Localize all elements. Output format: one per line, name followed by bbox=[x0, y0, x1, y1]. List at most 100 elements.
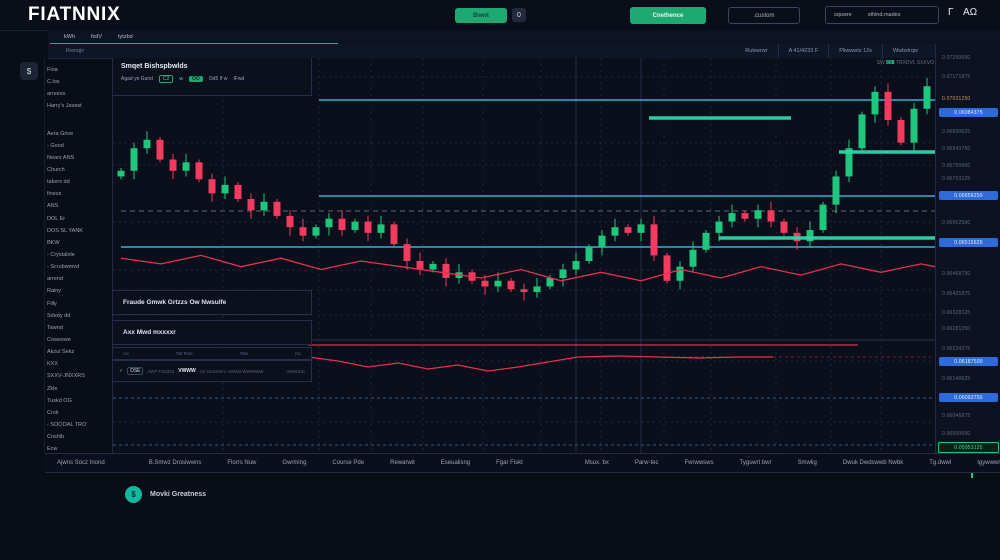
sidebar-item[interactable]: - Scrubwmvd bbox=[47, 264, 80, 271]
tab-2[interactable]: fzdV bbox=[91, 34, 103, 40]
source-label[interactable]: squwre bbox=[834, 12, 852, 18]
sidebar-item[interactable]: Church bbox=[47, 167, 65, 174]
row-right-value: nWWXSr bbox=[286, 368, 306, 374]
time-axis-label: Fwrwwsws bbox=[684, 460, 714, 466]
candle-up bbox=[312, 227, 320, 236]
sidebar-item[interactable]: BKW bbox=[47, 239, 60, 246]
sidebar-item[interactable]: DOL Er bbox=[47, 215, 66, 222]
sidebar-item[interactable]: Tuskd OG bbox=[47, 397, 72, 404]
chart-meta-item[interactable]: Wwbslrqw bbox=[881, 44, 928, 58]
sidebar-item[interactable]: ANS bbox=[47, 203, 59, 210]
chart-toolbar: Agad ye Gund C2 w OO Od5 If w IFwd bbox=[121, 75, 303, 83]
connect-button[interactable]: Cnethence bbox=[630, 7, 706, 24]
sidebar-item[interactable]: SXXV-JNXXRS bbox=[47, 373, 85, 380]
candle-down bbox=[520, 289, 528, 293]
time-axis-label: Florrs Nuw bbox=[227, 460, 257, 466]
sidebar-item[interactable]: Harry's Javest bbox=[47, 103, 82, 110]
time-axis-label: Fgar Fiskt bbox=[496, 460, 523, 466]
legend-table-header: rxx 7W Rxxr 7Wx rxx bbox=[113, 347, 312, 360]
legend-panel-2: Axx Mwd mxxxxr bbox=[113, 320, 312, 345]
toolbar-label: Agad ye Gund bbox=[121, 76, 153, 82]
candle-down bbox=[481, 280, 489, 287]
primary-action-button[interactable]: Bwwt bbox=[455, 8, 507, 23]
breadcrumb-bar: Rwnqjn Ruteerwr A 41/4233 F Pliwwwts 12s Ww… bbox=[48, 44, 1000, 59]
legend-1-text: Fraude Gmwk Grtzzs Ow Nwsulfe bbox=[123, 299, 227, 306]
wallet-icon[interactable]: $ bbox=[20, 62, 38, 80]
sidebar-item[interactable]: arrend bbox=[47, 276, 63, 283]
sidebar-item[interactable]: C.los bbox=[47, 79, 60, 86]
candle-down bbox=[884, 91, 892, 121]
sidebar-item[interactable]: Cnshlb bbox=[47, 434, 65, 441]
price-label: 0.06562500 bbox=[942, 220, 971, 226]
sidebar-item[interactable]: Akzul Sekz bbox=[47, 349, 75, 356]
sidebar-item[interactable]: Zkle bbox=[47, 385, 58, 392]
candle-down bbox=[780, 221, 788, 233]
sidebar-item[interactable]: Filly bbox=[47, 300, 57, 307]
range-label[interactable]: Od5 If w bbox=[208, 76, 228, 82]
sidebar-item[interactable]: - Crystalnle bbox=[47, 252, 75, 259]
language-icon[interactable]: AΩ bbox=[963, 7, 978, 18]
candle-up bbox=[325, 218, 333, 228]
chart-meta-items: Ruteerwr A 41/4233 F Pliwwwts 12s Wwbslrqw bbox=[735, 44, 928, 58]
sidebar-item[interactable]: Rainy bbox=[47, 288, 62, 295]
end-label[interactable]: IFwd bbox=[233, 76, 245, 82]
candle-up bbox=[533, 286, 541, 293]
price-label: 0.06328125 bbox=[942, 310, 971, 316]
candle-down bbox=[624, 227, 632, 233]
time-axis-label: B.Smwz Drosiwwns bbox=[148, 460, 202, 466]
sidebar-item[interactable]: KXX bbox=[47, 361, 59, 368]
sidebar-item[interactable]: takers dd bbox=[47, 179, 70, 186]
price-axis[interactable]: 0.07250000 0.07171875 0.07031250 0.06984375… bbox=[935, 44, 1000, 455]
candle-down bbox=[390, 224, 398, 245]
sidebar-item[interactable]: - Good bbox=[47, 142, 64, 149]
sidebar-item[interactable]: Ecw bbox=[47, 446, 58, 453]
sidebar-item[interactable]: finess bbox=[47, 191, 62, 198]
sidebar-item[interactable]: Nears ANS bbox=[47, 154, 75, 161]
candle-down bbox=[273, 201, 281, 216]
sidebar-item[interactable]: Coweswe bbox=[47, 337, 71, 344]
time-axis-label: Parw-tec bbox=[634, 460, 659, 466]
candle-up bbox=[598, 235, 606, 247]
oscillator-line bbox=[307, 355, 773, 372]
candle-down bbox=[286, 215, 294, 228]
sidebar-item[interactable]: arreess bbox=[47, 91, 66, 98]
sidebar-item[interactable]: Fina bbox=[47, 67, 58, 74]
count-chip[interactable]: 0 bbox=[512, 8, 526, 22]
sidebar-item[interactable]: Aera Grive bbox=[47, 130, 74, 137]
candle-up bbox=[260, 201, 268, 211]
candle-up bbox=[117, 170, 125, 177]
sidebar-item[interactable]: DOS SL YANK bbox=[47, 227, 83, 234]
timeframe-badge[interactable]: C2 bbox=[158, 75, 174, 83]
fullscreen-icon[interactable]: Γ bbox=[948, 7, 954, 18]
legend-panel-1: Fraude Gmwk Grtzzs Ow Nwsulfe bbox=[113, 290, 312, 315]
time-axis-label: Rewarwit bbox=[390, 460, 415, 466]
candle-up bbox=[832, 176, 840, 205]
candle-down bbox=[247, 199, 255, 211]
price-badge: 0.06093750 bbox=[939, 393, 998, 402]
tab-3[interactable]: tytzbd bbox=[118, 34, 133, 40]
sidebar-item[interactable]: Sdedy dd bbox=[47, 312, 71, 319]
price-label: 0.06468750 bbox=[942, 271, 971, 277]
candlestick-chart[interactable] bbox=[113, 58, 936, 455]
time-axis[interactable]: Ajwns Socz Inond B.Smwz Drosiwwns Florrs N… bbox=[45, 453, 1000, 473]
tab-1[interactable]: kWh bbox=[64, 34, 75, 40]
legend-table-row[interactable]: ✓ DSE AWT FX4322 VWWW 4X UVSXW x xWWd WW… bbox=[113, 360, 312, 382]
chart-meta-item[interactable]: Pliwwwts 12s bbox=[828, 44, 882, 58]
trading-status: SW 888 TRXDVL SXXVO bbox=[876, 60, 934, 66]
source-mode-group[interactable]: squwre sthind.mades bbox=[825, 6, 939, 24]
candle-up bbox=[377, 224, 385, 233]
mode-label[interactable]: sthind.mades bbox=[867, 12, 901, 18]
sidebar-item[interactable]: Tawnd bbox=[47, 324, 63, 331]
custom-button[interactable]: .custom bbox=[728, 7, 800, 24]
price-label: 0.06890625 bbox=[942, 129, 971, 135]
indicator-badge[interactable]: OO bbox=[189, 76, 203, 82]
market-icon[interactable]: $ bbox=[125, 486, 142, 503]
candle-up bbox=[806, 230, 814, 242]
sidebar-item[interactable]: Crok bbox=[47, 409, 59, 416]
checkbox-icon[interactable]: ✓ bbox=[119, 368, 124, 374]
chart-meta-item[interactable]: A 41/4233 F bbox=[777, 44, 829, 58]
row-name: VWWW bbox=[178, 368, 196, 374]
chart-meta-item[interactable]: Ruteerwr bbox=[745, 48, 768, 54]
legend-col-header: 7W Rxxr bbox=[175, 351, 193, 356]
sidebar-item[interactable]: - SOOOAL TRO bbox=[47, 422, 87, 428]
